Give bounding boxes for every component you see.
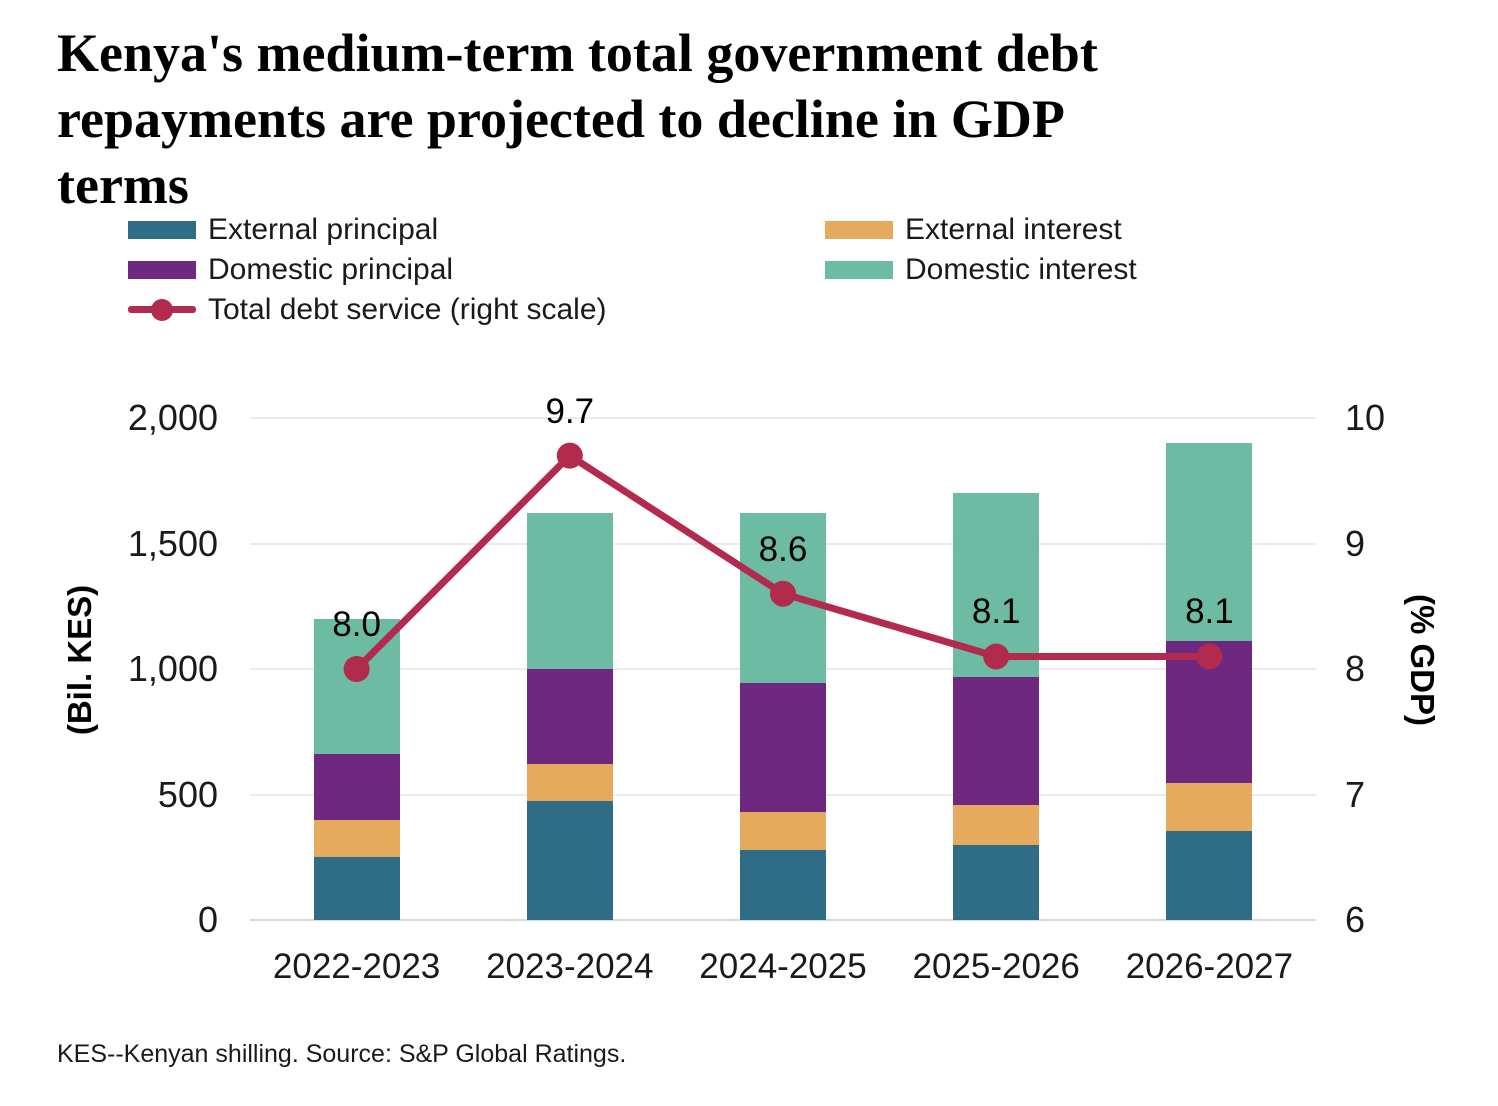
line-value-label-2022-2023: 8.0 bbox=[332, 605, 381, 644]
left-axis-title: (Bil. KES) bbox=[61, 584, 98, 736]
legend-item-domestic-principal: Domestic principal bbox=[128, 254, 825, 285]
y-axis-tick-label: 500 bbox=[157, 773, 218, 815]
bar-segment-external-principal-2025-2026 bbox=[953, 844, 1040, 920]
bar-segment-external-interest-2023-2024 bbox=[526, 764, 613, 801]
bar-segment-external-principal-2024-2025 bbox=[740, 849, 826, 920]
y2-axis-tick-label: 9 bbox=[1345, 522, 1366, 564]
x-axis-tick-label: 2022-2023 bbox=[272, 947, 441, 986]
bar-segment-external-interest-2025-2026 bbox=[953, 804, 1040, 845]
legend-label-domestic-interest: Domestic interest bbox=[905, 253, 1137, 286]
x-axis-tick-label: 2024-2025 bbox=[699, 947, 867, 986]
legend-label-external-interest: External interest bbox=[905, 213, 1122, 246]
legend-label-total-debt-service: Total debt service (right scale) bbox=[208, 293, 607, 326]
legend-label-external-principal: External principal bbox=[208, 213, 439, 246]
bar-segment-domestic-interest-2025-2026 bbox=[953, 493, 1040, 677]
y-axis-tick-label: 1,500 bbox=[127, 522, 218, 564]
bar-segment-external-interest-2024-2025 bbox=[740, 812, 826, 850]
legend: External principal External interest Dom… bbox=[128, 214, 1137, 325]
y2-axis-tick-label: 8 bbox=[1345, 648, 1366, 689]
bar-segment-domestic-principal-2025-2026 bbox=[953, 676, 1040, 805]
chart-title: Kenya's medium-term total government deb… bbox=[57, 23, 1098, 215]
legend-item-external-interest: External interest bbox=[825, 214, 1137, 245]
bar-segment-external-interest-2022-2023 bbox=[313, 819, 400, 858]
legend-item-total-debt-service: Total debt service (right scale) bbox=[128, 294, 825, 325]
line-value-label-2023-2024: 9.7 bbox=[545, 391, 595, 431]
right-axis-title: (% GDP) bbox=[1404, 594, 1441, 726]
line-value-label-2025-2026: 8.1 bbox=[971, 592, 1021, 632]
y2-axis-tick-label: 10 bbox=[1345, 397, 1386, 438]
bar-segment-domestic-principal-2026-2027 bbox=[1166, 641, 1253, 784]
bar-segment-external-principal-2023-2024 bbox=[526, 800, 613, 920]
x-axis-tick-label: 2026-2027 bbox=[1125, 947, 1294, 986]
gridline-0 bbox=[250, 919, 1316, 921]
y-axis-tick-label: 0 bbox=[197, 899, 218, 940]
bar-segment-domestic-principal-2024-2025 bbox=[740, 682, 826, 813]
legend-swatch-external-principal bbox=[128, 220, 196, 239]
bar-segment-domestic-principal-2023-2024 bbox=[526, 669, 613, 765]
y-axis-tick-label: 2,000 bbox=[127, 397, 218, 438]
line-marker-2023-2024 bbox=[556, 442, 583, 469]
bar-segment-domestic-interest-2023-2024 bbox=[526, 513, 613, 669]
x-axis-tick-label: 2023-2024 bbox=[486, 947, 654, 986]
legend-label-domestic-principal: Domestic principal bbox=[208, 253, 454, 286]
legend-line-sample-icon bbox=[128, 298, 196, 321]
y-axis-tick-label: 1,000 bbox=[127, 648, 218, 689]
bar-segment-domestic-principal-2022-2023 bbox=[313, 754, 400, 820]
legend-swatch-domestic-interest bbox=[825, 260, 893, 279]
legend-item-external-principal: External principal bbox=[128, 214, 825, 245]
legend-line-dot-icon bbox=[151, 298, 173, 321]
legend-swatch-domestic-principal bbox=[128, 260, 196, 279]
x-axis-tick-label: 2025-2026 bbox=[912, 947, 1080, 986]
line-value-label-2024-2025: 8.6 bbox=[758, 529, 808, 569]
legend-item-domestic-interest: Domestic interest bbox=[825, 254, 1137, 285]
line-value-label-2026-2027: 8.1 bbox=[1185, 592, 1234, 632]
legend-swatch-external-interest bbox=[825, 220, 893, 239]
y2-axis-tick-label: 6 bbox=[1345, 899, 1366, 940]
gridline-2000 bbox=[250, 417, 1316, 419]
source-note: KES--Kenyan shilling. Source: S&P Global… bbox=[57, 1040, 627, 1068]
bar-segment-external-interest-2026-2027 bbox=[1166, 783, 1253, 831]
y2-axis-tick-label: 7 bbox=[1345, 773, 1366, 815]
bar-segment-external-principal-2022-2023 bbox=[313, 857, 400, 920]
bar-segment-external-principal-2026-2027 bbox=[1166, 830, 1253, 920]
